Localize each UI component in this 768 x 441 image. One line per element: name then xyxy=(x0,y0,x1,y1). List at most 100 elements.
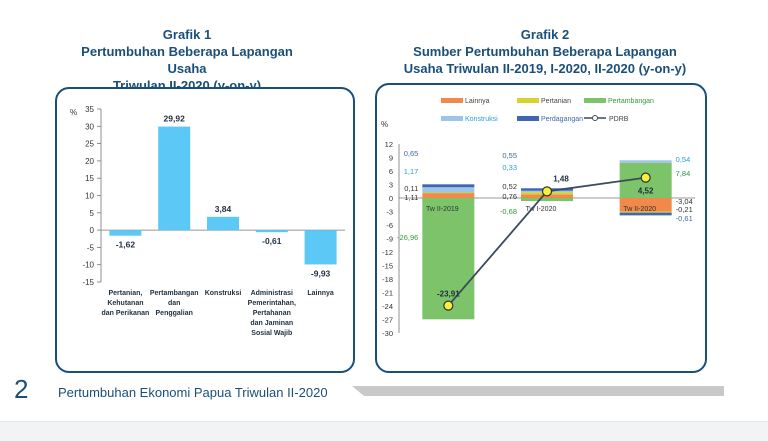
chart2-bar-segment xyxy=(422,193,475,198)
chart1-panel: % 35 30 25 20 15 10 5 0 -5 -10 -15 -1,62 Pertanian, Ke… xyxy=(55,87,355,373)
chart1-svg: % 35 30 25 20 15 10 5 0 -5 -10 -15 -1,62 Pertanian, Ke… xyxy=(70,105,345,337)
chart2-data-label: 1,11 xyxy=(404,193,418,202)
chart2-y-tick-label: -6 xyxy=(386,221,393,230)
chart2-bar-segment xyxy=(619,212,672,216)
chart1-bar xyxy=(207,216,239,231)
chart2-y-tick-label: -24 xyxy=(382,302,393,311)
chart2-y-tick-label: -9 xyxy=(386,235,393,244)
chart2-legend-label: Lainnya xyxy=(465,98,490,105)
chart1-x-tick-label: Lainnya xyxy=(307,290,334,297)
chart2-bar-segment xyxy=(521,198,573,202)
chart1-x-tick-label: Konstruksi xyxy=(205,290,242,297)
chart2-legend-label: PDRB xyxy=(609,116,629,123)
chart2-data-label: -0,61 xyxy=(676,214,693,223)
chart2-y-tick-label: -30 xyxy=(382,329,393,338)
footer-decoration-bar xyxy=(352,386,724,396)
chart2-legend-swatch xyxy=(517,98,539,103)
chart1-data-label: 29,92 xyxy=(164,114,186,124)
chart2-legend-marker xyxy=(592,115,598,121)
chart2-pdrb-marker xyxy=(541,186,553,197)
chart2-bar-segment xyxy=(422,198,475,320)
chart2-data-label: -26,96 xyxy=(397,233,418,242)
chart1-title-line1: Grafik 1 xyxy=(162,27,212,42)
chart1-y-tick-label: -10 xyxy=(82,261,94,270)
chart2-data-label: -0,68 xyxy=(500,207,517,216)
chart1-y-tick-label: 10 xyxy=(85,192,94,201)
chart2-legend-swatch xyxy=(441,98,463,103)
chart2-legend-label: Konstruksi xyxy=(465,116,498,123)
chart1-x-tick-label: dan xyxy=(168,300,180,307)
chart2-data-label: 0,65 xyxy=(404,149,419,158)
chart2-bar-segment xyxy=(422,184,475,188)
chart1-x-tick-label: dan Jaminan xyxy=(250,320,293,327)
chart1-y-tick-label: 35 xyxy=(85,105,94,114)
chart1-x-tick-label: Pertahanan xyxy=(253,310,291,317)
chart1-y-tick-label: 25 xyxy=(85,140,94,149)
chart2-bar-segment xyxy=(422,187,475,193)
chart1-x-tick-label: Sosial Wajib xyxy=(251,330,292,337)
chart2-legend-swatch xyxy=(441,116,463,121)
chart2-y-tick-label: -21 xyxy=(382,289,393,298)
chart2-title: Grafik 2 Sumber Pertumbuhan Beberapa Lap… xyxy=(380,26,710,77)
chart1-bar xyxy=(158,126,191,231)
chart1-y-tick-label: 20 xyxy=(85,157,94,166)
chart1-y-unit-label: % xyxy=(70,108,77,117)
chart1-y-tick-label: 30 xyxy=(85,122,94,131)
chart2-title-line2: Sumber Pertumbuhan Beberapa Lapangan xyxy=(413,44,677,59)
chart2-legend-swatch xyxy=(584,98,606,103)
chart2-y-tick-label: 6 xyxy=(389,167,393,176)
chart2-bar-segment xyxy=(619,211,672,213)
chart1-x-tick-label: Penggalian xyxy=(156,310,193,317)
chart2-y-tick-label: -15 xyxy=(382,262,393,271)
chart2-y-tick-label: 0 xyxy=(389,194,393,203)
chart1-title: Grafik 1 Pertumbuhan Beberapa Lapangan U… xyxy=(60,26,314,94)
chart1-x-tick-label: Pemerintahan, xyxy=(248,300,296,307)
chart2-data-label: 0,55 xyxy=(502,151,517,160)
chart2-legend-label: Pertanian xyxy=(541,98,571,105)
chart1-x-tick-label: Pertanian, xyxy=(108,290,142,297)
chart2-title-line1: Grafik 2 xyxy=(520,27,570,42)
chart2-data-label: 1,17 xyxy=(404,167,419,176)
chart2-x-tick-label: Tw I-2020 xyxy=(526,206,557,213)
chart2-x-tick-label: Tw II-2019 xyxy=(426,206,459,213)
chart2-data-label: 7,84 xyxy=(676,169,691,178)
chart2-data-label: -0,21 xyxy=(676,205,693,214)
chart2-y-tick-label: 12 xyxy=(385,140,393,149)
chart1-x-tick-label: dan Perikanan xyxy=(101,310,149,317)
chart2-pdrb-label: -23,91 xyxy=(437,290,460,299)
chart2-bar-segment xyxy=(619,160,672,163)
chart2-bar-segment xyxy=(422,192,475,194)
chart1-bar xyxy=(255,230,288,233)
chart2-x-tick-label: Tw II-2020 xyxy=(623,206,656,213)
chart2-bar-segment xyxy=(619,198,672,212)
chart2-pdrb-label: 1,48 xyxy=(553,174,569,183)
chart2-data-label: 0,76 xyxy=(502,192,517,201)
chart2-y-tick-label: 3 xyxy=(389,181,393,190)
chart2-y-unit-label: % xyxy=(381,120,388,129)
chart2-panel: Lainnya Pertanian Pertambangan Konstruksi Pe… xyxy=(375,83,707,373)
chart2-data-label: -3,04 xyxy=(676,197,693,206)
chart1-x-tick-label: Pertambangan xyxy=(150,290,199,297)
chart2-data-label: 0,33 xyxy=(502,163,517,172)
chart2-y-tick-label: -18 xyxy=(382,275,393,284)
chart1-y-tick-label: 5 xyxy=(90,209,95,218)
bottom-band xyxy=(0,421,768,441)
page-number: 2 xyxy=(14,374,29,404)
chart2-data-label: 0,54 xyxy=(676,155,691,164)
chart2-title-line3: Usaha Triwulan II-2019, I-2020, II-2020 … xyxy=(403,61,687,76)
chart1-y-tick-label: -5 xyxy=(87,243,95,252)
chart1-bar xyxy=(304,230,337,265)
chart1-x-tick-label: Kehutanan xyxy=(107,300,143,307)
chart2-legend-label: Pertambangan xyxy=(608,98,654,105)
chart2-pdrb-label: 4,52 xyxy=(638,187,654,196)
chart2-y-tick-label: -12 xyxy=(382,248,393,257)
chart1-x-tick-label: Administrasi xyxy=(251,290,293,297)
chart1-bar xyxy=(109,230,142,236)
chart2-y-tick-label: 9 xyxy=(389,154,393,163)
chart2-pdrb-marker xyxy=(443,300,454,311)
chart2-data-label: 0,11 xyxy=(404,184,418,193)
chart2-svg: Lainnya Pertanian Pertambangan Konstruksi Pe… xyxy=(381,98,695,338)
chart1-data-label: -1,62 xyxy=(116,240,136,250)
chart1-y-tick-label: 15 xyxy=(85,174,94,183)
footer-text: Pertumbuhan Ekonomi Papua Triwulan II-20… xyxy=(58,385,328,400)
